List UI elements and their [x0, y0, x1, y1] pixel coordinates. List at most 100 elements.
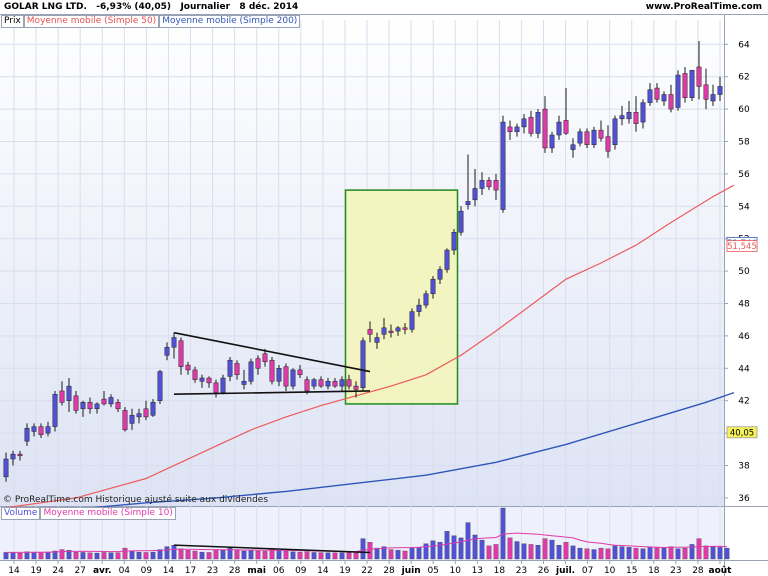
- volume-bar: [703, 545, 709, 560]
- x-tick-label: 06: [273, 566, 285, 576]
- volume-bar: [689, 544, 695, 560]
- candle-body: [255, 358, 261, 369]
- volume-bar: [507, 537, 513, 560]
- candle-body: [3, 458, 9, 478]
- volume-bar: [416, 547, 422, 560]
- candle-body: [38, 426, 44, 435]
- y-axis-bg: [724, 15, 768, 576]
- volume-legend: Volume Moyenne mobile (Simple 10): [1, 507, 176, 520]
- candle-body: [444, 249, 450, 270]
- candle-body: [94, 403, 100, 410]
- price-legend: Prix Moyenne mobile (Simple 50) Moyenne mo…: [1, 15, 301, 28]
- candle-body: [213, 382, 219, 393]
- volume-bar: [675, 548, 681, 560]
- candle-body: [311, 379, 317, 387]
- y-tick-label: 56: [738, 170, 750, 180]
- volume-bar: [479, 539, 485, 560]
- candle-body: [31, 426, 37, 432]
- candle-body: [465, 201, 471, 205]
- y-tick-label: 54: [738, 202, 750, 212]
- volume-bar: [3, 552, 9, 560]
- x-tick-label: 09: [295, 566, 307, 576]
- candle-body: [227, 359, 233, 377]
- volume-bar: [395, 550, 401, 560]
- volume-bar: [192, 550, 198, 560]
- price-label-box: [726, 426, 758, 439]
- candle-body: [395, 327, 401, 332]
- candle-body: [129, 415, 135, 424]
- candle-body: [241, 381, 247, 385]
- volume-bar: [654, 547, 660, 560]
- candle-body: [178, 340, 184, 367]
- volume-bar: [486, 545, 492, 560]
- candle-body: [542, 108, 548, 149]
- legend-price: Prix: [1, 15, 24, 28]
- volume-bar: [563, 542, 569, 560]
- y-tick-label: 58: [738, 138, 750, 148]
- volume-bar: [10, 552, 16, 560]
- candle-body: [528, 116, 534, 134]
- x-tick-label: mai: [247, 566, 266, 576]
- trendlines: [173, 331, 371, 396]
- candle-body: [269, 359, 275, 382]
- legend-ma200: Moyenne mobile (Simple 200): [159, 15, 301, 28]
- volume-bar: [661, 547, 667, 560]
- y-tick-label: 44: [738, 364, 750, 374]
- x-tick-label: 19: [339, 566, 351, 576]
- candle-body: [668, 94, 674, 110]
- site-link[interactable]: www.ProRealTime.com: [645, 2, 762, 12]
- candle-body: [479, 180, 485, 189]
- x-tick-label: 22: [361, 566, 372, 576]
- volume-bar: [724, 547, 730, 560]
- candle-body: [115, 402, 121, 410]
- volume-ma-path: [6, 532, 728, 553]
- candle-body: [346, 379, 352, 387]
- volume-bar: [269, 549, 275, 560]
- volume-bar: [66, 550, 72, 560]
- candle-body: [647, 89, 653, 103]
- candle-body: [185, 364, 191, 371]
- y-tick-label: 48: [738, 300, 750, 310]
- candle-body: [626, 112, 632, 120]
- candle-body: [381, 327, 387, 335]
- volume-bar: [80, 552, 86, 560]
- x-tick-label: 17: [185, 566, 196, 576]
- candle-body: [283, 366, 289, 387]
- candle-body: [703, 84, 709, 100]
- candle-body: [101, 398, 107, 405]
- candle-body: [584, 131, 590, 145]
- y-tick-label: 36: [738, 494, 750, 504]
- candle-body: [374, 337, 380, 343]
- volume-bar: [451, 535, 457, 560]
- candle-body: [416, 304, 422, 312]
- volume-bar: [213, 549, 219, 560]
- candle-body: [493, 180, 499, 191]
- volume-bar: [339, 552, 345, 560]
- volume-bar: [591, 549, 597, 560]
- volume-trendline: [173, 544, 371, 554]
- candle-body: [521, 118, 527, 128]
- x-tick-label: 14: [8, 566, 20, 576]
- candle-body: [136, 413, 142, 418]
- volume-bar: [493, 544, 499, 560]
- y-tick-label: 50: [738, 267, 750, 277]
- legend-ma50: Moyenne mobile (Simple 50): [23, 15, 160, 28]
- candle-body: [290, 369, 296, 387]
- volume-bar: [360, 538, 366, 560]
- x-tick-label: 10: [450, 566, 462, 576]
- candle-body: [661, 94, 667, 102]
- volume-bar: [325, 552, 331, 560]
- volume-bar: [157, 549, 163, 560]
- candle-body: [633, 112, 639, 124]
- volume-bar: [647, 546, 653, 560]
- price-label: 40,05: [730, 428, 754, 438]
- candles: [3, 41, 723, 482]
- volume-bar: [514, 541, 520, 560]
- volume-bar: [24, 551, 30, 560]
- volume-bar: [59, 549, 65, 560]
- volume-bar: [437, 542, 443, 560]
- x-axis-ticks: 14 19 24 27 avr. 04 09 14 17 23 28 mai 06 09 14 19 22 28 j…: [8, 560, 732, 576]
- volume-bar: [696, 538, 702, 560]
